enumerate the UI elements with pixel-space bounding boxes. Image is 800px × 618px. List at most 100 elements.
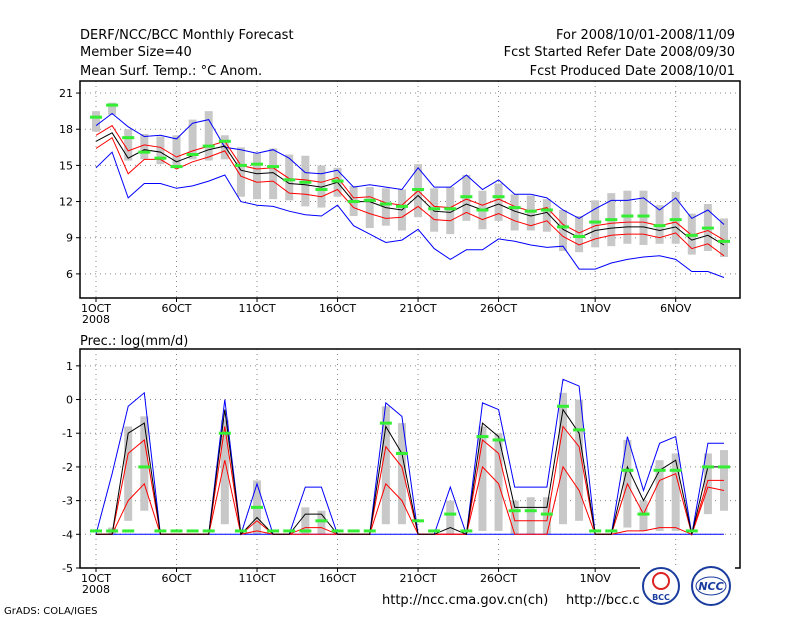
prec-spread-bar xyxy=(542,497,551,535)
prec-xtick-label: 1NOV xyxy=(580,572,612,585)
prec-observation-marker xyxy=(331,529,344,533)
prec-spread-bar xyxy=(558,392,567,525)
temp-spread-bar xyxy=(269,148,278,200)
temp-spread-bar xyxy=(253,153,262,200)
temp-observation-marker xyxy=(508,206,521,210)
prec-observation-marker xyxy=(718,465,730,469)
temp-spread-bar xyxy=(92,111,100,132)
temp-observation-marker xyxy=(492,195,505,199)
temp-observation-marker xyxy=(218,139,231,143)
prec-xtick-label: 1OCT xyxy=(81,572,111,585)
member-size-label: Member Size=40 xyxy=(80,45,192,60)
temp-spread-bar xyxy=(124,129,133,161)
prec-plot-frame xyxy=(79,348,741,569)
bcc-url-link[interactable]: http://bcc.c xyxy=(566,593,640,608)
temp-observation-marker xyxy=(395,204,408,208)
temp-observation-marker xyxy=(299,180,312,184)
temp-red-lower-line xyxy=(95,136,725,257)
temp-blue-lower-line xyxy=(95,151,725,278)
temp-observation-marker xyxy=(573,235,586,239)
temp-observation-marker xyxy=(637,214,650,218)
prec-spread-bar xyxy=(494,433,503,531)
temp-observation-marker xyxy=(138,150,151,154)
temp-spread-bar xyxy=(526,195,535,231)
temp-observation-marker xyxy=(556,225,569,229)
prec-observation-marker xyxy=(170,529,183,533)
temp-spread-bar xyxy=(317,165,326,208)
temp-spread-bar xyxy=(188,119,197,160)
prec-xtick-label: 21OCT xyxy=(400,572,437,585)
prec-observation-marker xyxy=(267,529,280,533)
prec-observation-marker xyxy=(379,421,392,425)
temp-spread-bar xyxy=(446,187,455,235)
prec-xtick-label: 26OCT xyxy=(480,572,517,585)
temp-spread-bar xyxy=(591,200,600,248)
temp-observation-marker xyxy=(653,224,666,228)
prec-observation-marker xyxy=(315,519,328,523)
temp-ytick-label: 18 xyxy=(59,123,73,136)
prec-observation-marker xyxy=(202,529,215,533)
temp-spread-bar xyxy=(558,209,567,251)
prec-observation-marker xyxy=(669,468,682,472)
prec-xtick-label: 6OCT xyxy=(161,572,191,585)
prec-ytick-label: 1 xyxy=(66,360,73,373)
prec-observation-marker xyxy=(347,529,360,533)
temp-observation-marker xyxy=(331,179,344,183)
temp-red-upper-line xyxy=(95,124,725,241)
temp-ytick-label: 9 xyxy=(66,232,73,245)
forecast-period: For 2008/10/01-2008/11/09 xyxy=(556,28,735,43)
prec-observation-marker xyxy=(283,529,296,533)
temp-spread-bar xyxy=(494,183,503,221)
prec-spread-bar xyxy=(510,500,519,535)
prec-ytick-label: -1 xyxy=(62,427,73,440)
prec-spread-bar xyxy=(301,507,310,535)
temp-spread-bar xyxy=(381,188,390,226)
temp-observation-marker xyxy=(186,153,199,157)
temp-blue-upper-line xyxy=(95,112,725,225)
temp-spread-bar xyxy=(140,134,149,160)
temp-observation-marker xyxy=(234,163,247,167)
temp-observation-marker xyxy=(90,115,102,119)
temp-spread-bar xyxy=(204,111,213,161)
temp-plot-frame xyxy=(79,80,741,299)
temp-ytick-label: 6 xyxy=(66,268,73,281)
temp-observation-marker xyxy=(379,202,392,206)
prec-spread-bar xyxy=(655,460,664,531)
prec-year-label: 2008 xyxy=(82,583,110,596)
precipitation-panel: 1OCT6OCT11OCT16OCT21OCT26OCT1NOV6NOV2008… xyxy=(62,348,741,596)
prec-observation-marker xyxy=(412,519,425,523)
temp-observation-marker xyxy=(685,233,698,237)
temp-spread-bar xyxy=(236,147,245,197)
prec-ytick-label: -3 xyxy=(62,495,73,508)
temp-spread-bar xyxy=(156,136,165,165)
temp-observation-marker xyxy=(444,207,457,211)
temp-spread-bar xyxy=(671,191,680,244)
temp-xtick-label: 26OCT xyxy=(480,302,517,315)
temp-observation-marker xyxy=(315,188,328,191)
prec-observation-marker xyxy=(444,512,457,516)
temp-spread-bar xyxy=(365,187,374,229)
prec-observation-marker xyxy=(556,404,569,408)
temp-observation-marker xyxy=(540,208,553,212)
temp-observation-marker xyxy=(428,207,441,211)
temp-observation-marker xyxy=(589,220,602,224)
prec-observation-marker xyxy=(138,465,151,469)
temp-observation-marker xyxy=(605,218,618,222)
produced-date-label: Fcst Produced Date 2008/10/01 xyxy=(530,64,735,79)
temp-observation-marker xyxy=(202,144,215,148)
prec-observation-marker xyxy=(90,529,102,533)
temp-observation-marker xyxy=(251,162,264,166)
ncc-url-link[interactable]: http://ncc.cma.gov.cn(ch) xyxy=(382,593,548,608)
prec-observation-marker xyxy=(122,529,135,533)
prec-observation-marker xyxy=(701,465,714,469)
temp-observation-marker xyxy=(718,239,730,243)
temp-spread-bar xyxy=(575,216,584,253)
temp-observation-marker xyxy=(669,218,682,222)
prec-spread-bar xyxy=(526,497,535,535)
temp-observation-marker xyxy=(283,178,296,182)
temp-spread-bar xyxy=(639,190,648,245)
prec-observation-marker xyxy=(395,451,408,455)
prec-spread-bar xyxy=(703,453,712,515)
temp-ytick-label: 21 xyxy=(59,87,73,100)
temp-observation-marker xyxy=(106,103,119,107)
